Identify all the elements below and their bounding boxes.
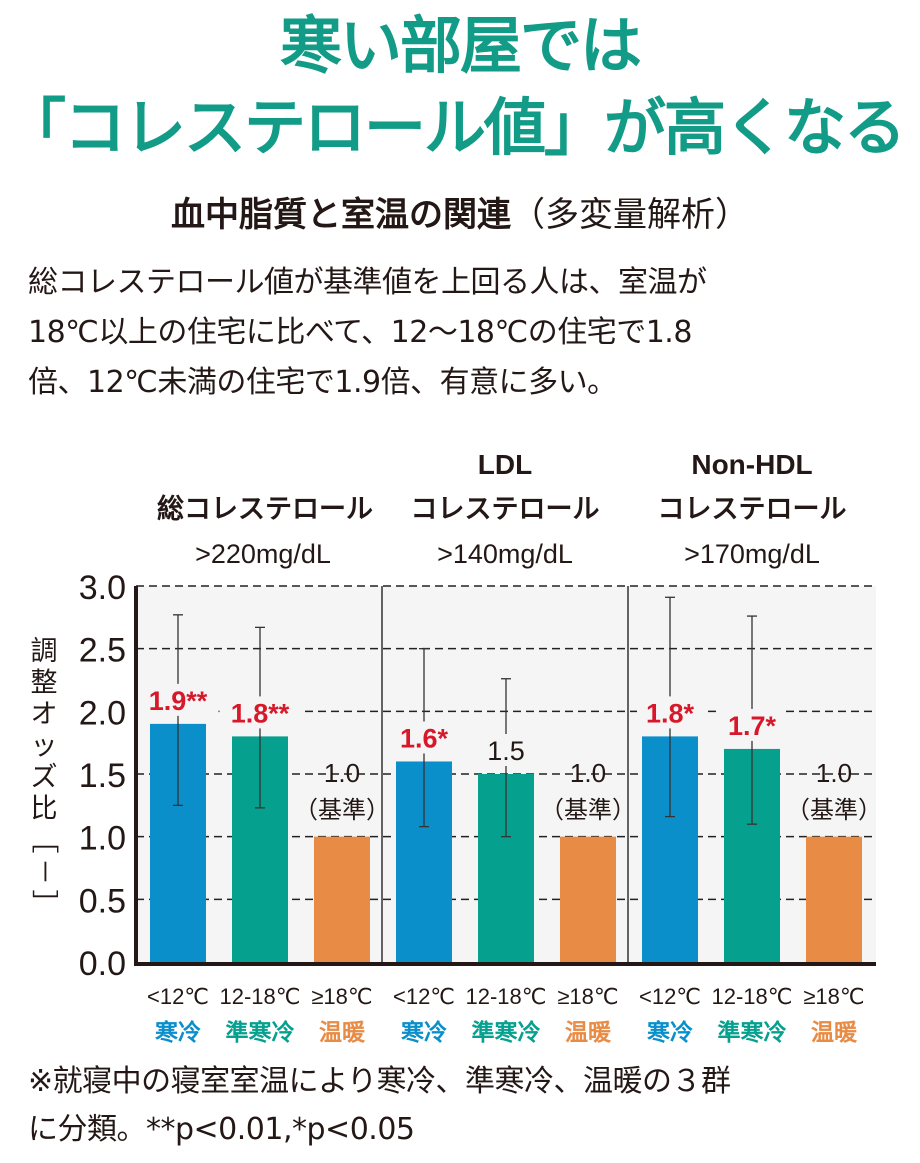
value-label-background [391,721,457,754]
chart-subtitle: 血中脂質と室温の関連（多変量解析） [0,190,920,240]
panel-title-line2: コレステロール [411,494,600,524]
value-label: 1.8** [231,698,290,728]
y-tick-label: 0.5 [79,882,126,920]
y-axis-label-char: ］ [29,890,59,917]
x-tick-group: 寒冷 [155,1019,201,1045]
x-tick-temp: 12-18℃ [466,984,547,1009]
panel-title-line2: 総コレステロール [157,493,373,524]
panel-threshold: >220mg/dL [195,539,331,569]
y-tick-label: 2.0 [79,694,126,732]
x-tick-temp: <12℃ [147,984,209,1009]
bar [314,836,370,962]
y-tick-label: 2.5 [79,632,126,670]
y-tick-label: 3.0 [79,569,126,607]
description-line: 倍、12℃未満の住宅で1.9倍、有意に多い。 [28,365,617,400]
footnote-line: ※就寝中の寝室室温により寒冷、準寒冷、温暖の３群 [28,1064,731,1099]
bar [560,836,616,962]
value-label: 1.0 [816,758,852,788]
panel-title-line2: コレステロール [658,494,847,524]
headline-line-1: 寒い部屋では [279,9,642,82]
x-tick-temp: ≥18℃ [557,984,618,1009]
value-label-background [219,696,301,729]
y-tick-label: 0.0 [79,945,126,983]
y-tick-label: 1.5 [79,757,126,795]
y-axis-label-char: オ [31,699,58,729]
x-tick-group: 温暖 [319,1019,366,1045]
y-tick-label: 1.0 [79,820,126,858]
reference-label: （基準） [786,797,882,824]
x-tick-group: 温暖 [811,1019,858,1045]
value-label: 1.9** [149,686,208,716]
x-tick-temp: ≥18℃ [311,984,372,1009]
reference-label: （基準） [294,797,390,824]
y-axis-label-char: 整 [31,668,58,698]
value-label: 1.6* [400,723,449,753]
y-axis-label-char: ッ [31,731,58,761]
panel-title-line1: Non-HDL [691,449,812,480]
x-tick-temp: 12-18℃ [712,984,793,1009]
x-tick-temp: 12-18℃ [220,984,301,1009]
headline-line-2: 「コレステロール値」が高くなる [3,91,906,164]
footnote-line: に分類。**p<0.01,*p<0.05 [28,1112,415,1147]
x-tick-temp: <12℃ [639,984,701,1009]
reference-label: （基準） [540,797,636,824]
value-label: 1.8* [646,698,695,728]
y-axis-label-char: 比 [31,794,58,824]
x-tick-group: 寒冷 [401,1019,447,1045]
panel-threshold: >140mg/dL [437,539,573,569]
value-label-background [719,708,785,741]
footnote: ※就寝中の寝室室温により寒冷、準寒冷、温暖の３群 に分類。**p<0.01,*p… [28,1058,908,1154]
value-label-background [137,683,219,716]
y-axis-label-char: ズ [31,762,58,792]
x-tick-group: 温暖 [565,1019,612,1045]
value-label-background [480,734,532,766]
bar [806,836,862,962]
description: 総コレステロール値が基準値を上回る人は、室温が 18℃以上の住宅に比べて、12～… [28,258,898,408]
x-tick-group: 準寒冷 [472,1019,541,1045]
x-tick-group: 寒冷 [647,1019,693,1045]
x-tick-temp: ≥18℃ [803,984,864,1009]
panel-title-line1: LDL [478,449,532,480]
value-label-background [637,696,703,729]
subtitle-main: 血中脂質と室温の関連 [171,195,511,235]
description-line: 総コレステロール値が基準値を上回る人は、室温が [28,265,707,300]
y-axis-label-char: ［ [29,827,59,854]
x-tick-group: 準寒冷 [718,1019,787,1045]
x-tick-temp: <12℃ [393,984,455,1009]
y-axis-label-char: － [29,858,59,885]
y-axis-label-char: 調 [31,636,58,666]
panel-threshold: >170mg/dL [684,539,820,569]
value-label: 1.5 [487,736,525,766]
description-line: 18℃以上の住宅に比べて、12～18℃の住宅で1.8 [28,315,692,350]
value-label: 1.0 [570,758,606,788]
value-label: 1.7* [728,711,777,741]
x-tick-group: 準寒冷 [226,1019,295,1045]
value-label: 1.0 [324,758,360,788]
subtitle-paren: （多変量解析） [511,195,749,235]
